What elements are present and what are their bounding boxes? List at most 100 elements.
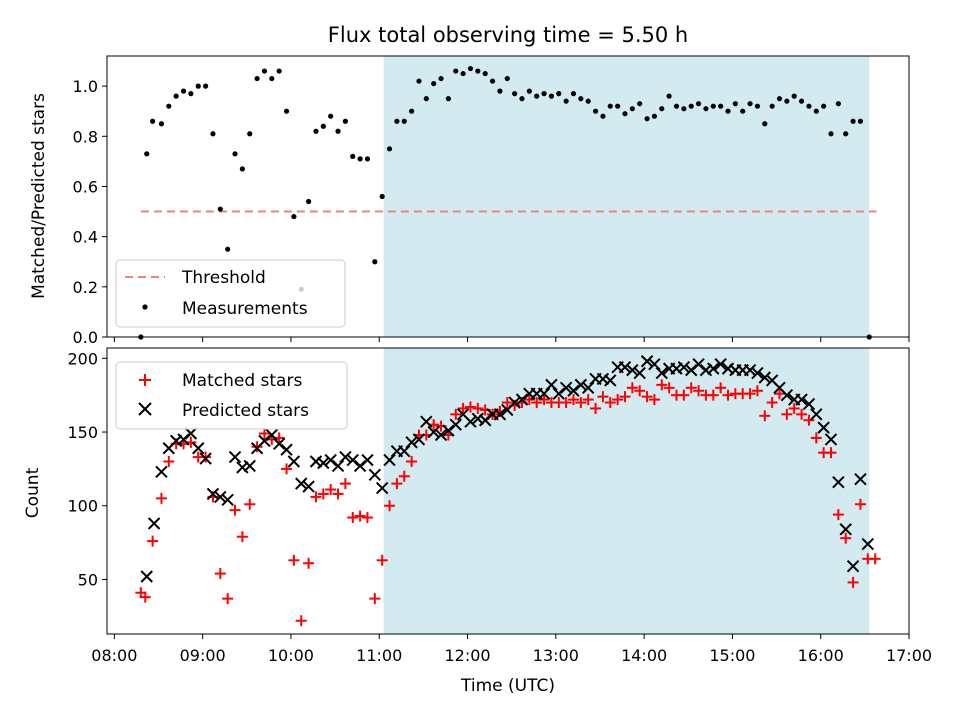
matched-star-point xyxy=(781,408,793,420)
predicted-star-point xyxy=(685,363,698,377)
measurement-point xyxy=(232,151,238,157)
predicted-star-point xyxy=(258,434,271,448)
measurement-point xyxy=(615,103,621,109)
predicted-star-point xyxy=(471,412,485,425)
matched-star-point xyxy=(332,488,344,500)
matched-star-point xyxy=(523,394,535,406)
measurement-point xyxy=(747,101,753,107)
measurement-point xyxy=(592,108,599,114)
predicted-stars-points xyxy=(140,355,875,583)
measurement-point xyxy=(718,103,724,109)
matched-star-point xyxy=(229,504,241,516)
matched-star-point xyxy=(575,397,587,409)
measurement-points xyxy=(138,65,872,340)
matched-star-point xyxy=(347,512,359,524)
predicted-star-point xyxy=(368,468,382,481)
measurement-point xyxy=(570,91,577,97)
matched-star-point xyxy=(619,391,631,403)
predicted-star-point xyxy=(309,455,323,468)
predicted-star-point xyxy=(721,362,735,375)
predicted-star-point xyxy=(449,418,462,431)
count-y-axis-label: Count xyxy=(23,467,43,518)
measurement-point xyxy=(637,101,643,107)
matched-star-point xyxy=(869,553,881,565)
matched-star-point xyxy=(854,498,866,510)
measurement-point xyxy=(342,118,348,124)
matched-star-point xyxy=(457,402,469,414)
matched-star-point xyxy=(236,531,248,543)
legend-matched-label: Matched stars xyxy=(182,371,302,391)
predicted-star-point xyxy=(817,421,830,434)
measurement-point xyxy=(526,88,532,94)
measurement-point xyxy=(666,93,672,99)
measurement-point xyxy=(541,91,547,97)
matched-star-point xyxy=(803,414,815,426)
measurement-point xyxy=(725,108,731,114)
matched-star-point xyxy=(567,394,579,406)
predicted-star-point xyxy=(442,424,455,437)
predicted-star-point xyxy=(346,453,359,467)
matched-star-point xyxy=(715,382,727,394)
measurement-point xyxy=(394,118,400,124)
predicted-star-point xyxy=(537,387,551,400)
x-tick-label: 08:00 xyxy=(91,646,137,665)
y-tick-label: 0.0 xyxy=(73,328,98,347)
x-tick-label: 15:00 xyxy=(709,646,755,665)
matched-star-point xyxy=(406,456,418,468)
measurement-point xyxy=(806,103,812,109)
predicted-star-point xyxy=(633,366,646,380)
predicted-star-point xyxy=(574,378,588,392)
measurement-point xyxy=(357,156,363,162)
matched-star-point xyxy=(361,512,373,524)
measurement-point xyxy=(732,101,738,107)
y-tick-label: 100 xyxy=(67,497,98,516)
predicted-star-point xyxy=(758,371,771,384)
measurement-point xyxy=(769,103,775,109)
measurement-point xyxy=(534,93,540,99)
predicted-star-point xyxy=(169,434,183,448)
measurement-point xyxy=(673,103,680,109)
measurement-point xyxy=(401,118,407,124)
matched-star-point xyxy=(796,408,808,420)
ratio-legend-box xyxy=(115,259,346,328)
measurement-point xyxy=(445,96,452,102)
matched-star-point xyxy=(744,388,756,400)
legend-predicted-swatch xyxy=(138,402,152,416)
measurement-point xyxy=(850,118,856,124)
matched-star-point xyxy=(825,447,837,459)
predicted-star-point xyxy=(412,433,426,446)
predicted-star-point xyxy=(604,374,617,387)
matched-star-point xyxy=(391,478,403,490)
matched-star-point xyxy=(582,394,594,406)
measurement-point xyxy=(202,83,209,89)
matched-star-point xyxy=(759,410,771,422)
x-tick-label: 17:00 xyxy=(886,646,932,665)
predicted-star-point xyxy=(780,388,794,402)
measurement-point xyxy=(475,68,481,74)
predicted-star-point xyxy=(670,362,683,375)
legend-measurements-label: Measurements xyxy=(182,299,308,319)
predicted-star-point xyxy=(626,363,639,377)
y-tick-label: 0.8 xyxy=(73,127,98,146)
predicted-star-point xyxy=(147,517,161,530)
predicted-star-point xyxy=(317,456,330,470)
y-tick-label: 1.0 xyxy=(73,77,98,96)
ratio-plot-area xyxy=(106,55,910,338)
matched-star-point xyxy=(295,615,307,627)
predicted-star-point xyxy=(155,465,168,479)
predicted-star-point xyxy=(398,444,411,458)
predicted-star-point xyxy=(236,461,249,474)
count-legend-box xyxy=(115,361,348,430)
y-tick-label: 0.6 xyxy=(73,177,98,196)
predicted-star-point xyxy=(177,433,190,446)
ratio-panel: 0.0 0.2 0.4 0.6 0.8 1.0 Matched/Predicted sta… xyxy=(29,55,910,347)
predicted-star-point xyxy=(545,378,558,392)
matched-star-point xyxy=(626,382,638,394)
measurement-point xyxy=(512,91,518,97)
matched-star-point xyxy=(317,488,329,500)
matched-star-point xyxy=(707,389,719,401)
matched-star-point xyxy=(538,394,550,406)
matched-star-point xyxy=(472,402,484,414)
predicted-star-point xyxy=(508,396,521,409)
measurement-point xyxy=(489,78,496,84)
